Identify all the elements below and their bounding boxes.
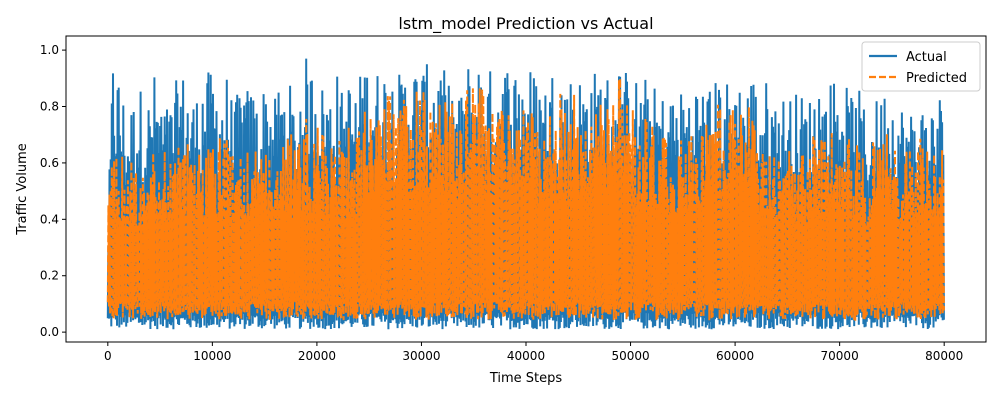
y-tick-label: 0.4 bbox=[40, 212, 59, 226]
legend-box bbox=[861, 41, 981, 92]
series-layer bbox=[106, 58, 945, 330]
y-tick-label: 0.6 bbox=[40, 156, 59, 170]
y-tick-label: 0.0 bbox=[40, 325, 59, 339]
x-tick-label: 50000 bbox=[611, 349, 649, 363]
x-tick-label: 0 bbox=[104, 349, 112, 363]
y-tick-label: 0.8 bbox=[40, 100, 59, 114]
legend-label-actual: Actual bbox=[906, 50, 947, 65]
legend: Actual Predicted bbox=[861, 41, 981, 92]
x-tick-label: 40000 bbox=[507, 349, 545, 363]
y-tick-label: 1.0 bbox=[40, 43, 59, 57]
x-tick-label: 70000 bbox=[821, 349, 859, 363]
series-line-predicted bbox=[106, 78, 945, 321]
y-tick-label: 0.2 bbox=[40, 269, 59, 283]
chart-title: lstm_model Prediction vs Actual bbox=[398, 14, 653, 34]
x-axis-label: Time Steps bbox=[489, 371, 563, 386]
y-axis-label: Traffic Volume bbox=[15, 143, 30, 236]
y-axis: 0.0 0.2 0.4 0.6 0.8 1.0 bbox=[40, 43, 66, 339]
x-tick-label: 60000 bbox=[716, 349, 754, 363]
x-tick-label: 80000 bbox=[925, 349, 963, 363]
x-tick-label: 20000 bbox=[298, 349, 336, 363]
x-tick-label: 10000 bbox=[193, 349, 231, 363]
x-tick-label: 30000 bbox=[402, 349, 440, 363]
legend-label-predicted: Predicted bbox=[906, 71, 967, 86]
plot-area bbox=[65, 35, 987, 343]
x-axis: 0 10000 20000 30000 40000 50000 60000 70000 8000… bbox=[104, 342, 963, 363]
